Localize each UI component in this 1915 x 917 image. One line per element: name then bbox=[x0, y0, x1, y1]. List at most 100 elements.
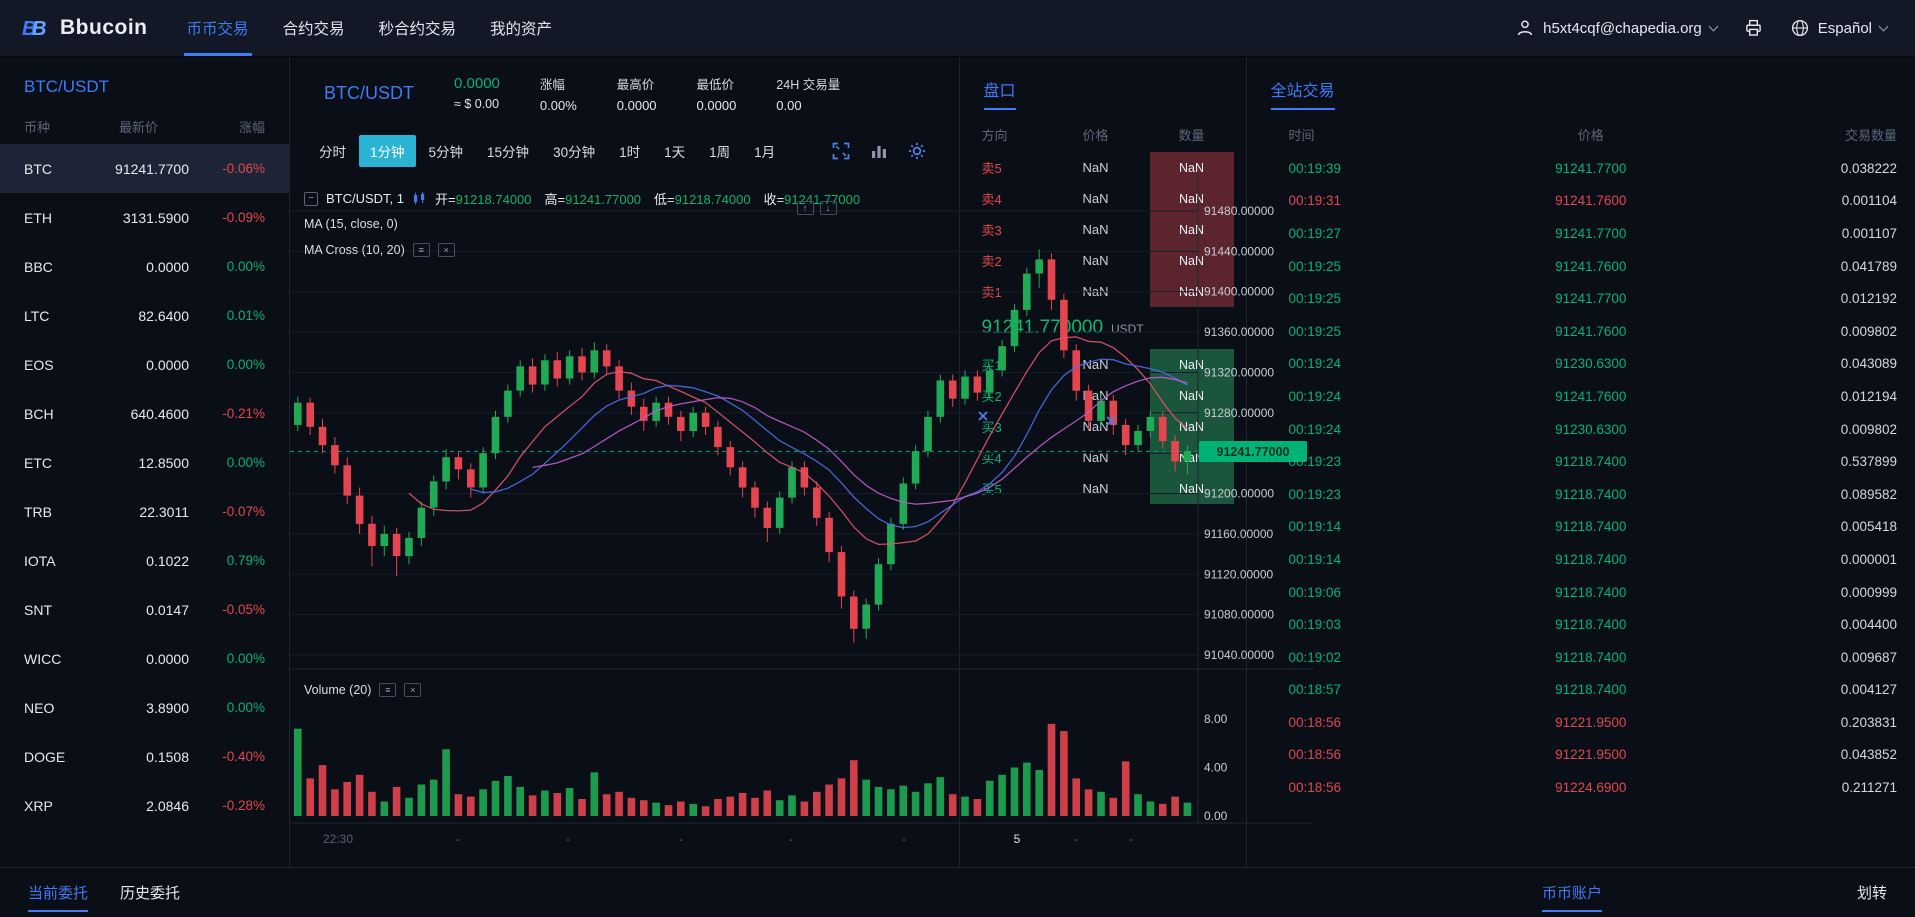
market-row[interactable]: BBC 0.0000 0.00% bbox=[0, 242, 289, 291]
trade-amount: 0.537899 bbox=[1840, 454, 1897, 470]
trade-row: 00:19:24 91230.6300 0.043089 bbox=[1247, 348, 1915, 381]
settings-gear-icon[interactable] bbox=[907, 141, 927, 161]
candlestick-chart[interactable]: − BTC/USDT, 1 开=91218.74000 高=91241.77000… bbox=[290, 173, 1313, 867]
coin-price: 12.8500 bbox=[138, 454, 189, 471]
timeframe-tab[interactable]: 1时 bbox=[619, 145, 641, 160]
transfer-link[interactable]: 划转 bbox=[1856, 885, 1887, 902]
svg-text:-: - bbox=[902, 832, 906, 846]
trade-time: 00:19:25 bbox=[1288, 323, 1342, 339]
pane-down-button[interactable]: ↓ bbox=[819, 201, 837, 215]
main-content: BTC/USDT 币种 最新价 涨幅 BTC 91241.7700 -0.06% ETH 3… bbox=[0, 57, 1915, 867]
stat-label: 最高价 bbox=[616, 77, 655, 92]
trades-title[interactable]: 全站交易 bbox=[1270, 83, 1335, 110]
market-row[interactable]: EOS 0.0000 0.00% bbox=[0, 340, 289, 389]
trade-amount: 0.004127 bbox=[1840, 682, 1897, 698]
volume-label: Volume (20) bbox=[304, 683, 372, 697]
nav-item[interactable]: 币币交易 bbox=[170, 0, 266, 56]
market-row[interactable]: WICC 0.0000 0.00% bbox=[0, 634, 289, 683]
ma-close-icon[interactable]: × bbox=[437, 243, 455, 257]
bid-row[interactable]: 买1 NaN NaN bbox=[960, 349, 1246, 380]
coin-name: EOS bbox=[24, 356, 54, 373]
nav-item[interactable]: 合约交易 bbox=[282, 21, 345, 38]
brand-logo[interactable]: B B Bbucoin bbox=[0, 0, 156, 56]
market-row[interactable]: XRP 2.0846 -0.28% bbox=[0, 781, 289, 830]
fullscreen-icon[interactable] bbox=[831, 141, 851, 161]
nav-item[interactable]: 我的资产 bbox=[490, 21, 553, 38]
user-icon bbox=[1517, 20, 1533, 36]
ohlc-item: 低=91218.74000 bbox=[654, 192, 751, 207]
pair-name: BTC/USDT bbox=[324, 82, 414, 103]
print-button[interactable] bbox=[1743, 18, 1764, 38]
coin-change: 0.79% bbox=[226, 553, 265, 568]
volume-close-icon[interactable]: × bbox=[404, 683, 422, 697]
bid-price: NaN bbox=[1082, 481, 1109, 496]
trade-price: 91241.7600 bbox=[1555, 323, 1627, 339]
ticker-stats-bar: BTC/USDT 0.0000 ≈ $ 0.00 涨幅 0.00% 最高价 0.000… bbox=[290, 57, 959, 129]
printer-icon bbox=[1745, 19, 1761, 36]
timeframe-tab[interactable]: 15分钟 bbox=[487, 145, 530, 160]
trade-amount: 0.005418 bbox=[1840, 519, 1897, 535]
market-row[interactable]: ETH 3131.5900 -0.09% bbox=[0, 193, 289, 242]
trade-price: 91218.7400 bbox=[1555, 519, 1627, 535]
coin-name: BCH bbox=[24, 405, 54, 422]
coin-name: NEO bbox=[24, 699, 55, 716]
orderbook-column-header: 方向 bbox=[981, 128, 1008, 143]
stat-value: 0.0000 bbox=[616, 97, 657, 113]
coin-price: 3131.5900 bbox=[122, 209, 189, 226]
user-email: h5xt4cqf@chapedia.org bbox=[1543, 19, 1702, 37]
trade-row: 00:19:14 91218.7400 0.000001 bbox=[1247, 543, 1915, 576]
coin-name: SNT bbox=[24, 601, 52, 618]
timeframe-tab[interactable]: 30分钟 bbox=[553, 145, 596, 160]
volume-settings-icon[interactable]: ≡ bbox=[379, 683, 397, 697]
ma20-line bbox=[532, 376, 1188, 505]
svg-text:-: - bbox=[566, 832, 570, 846]
market-row[interactable]: TRB 22.3011 -0.07% bbox=[0, 487, 289, 536]
indicator-icon[interactable] bbox=[869, 141, 889, 161]
nav-right: h5xt4cqf@chapedia.org Español bbox=[1515, 0, 1915, 56]
ma-cross-label: MA Cross (10, 20) bbox=[304, 243, 405, 257]
candle-style-icon[interactable] bbox=[412, 191, 427, 206]
timeframe-tab[interactable]: 5分钟 bbox=[428, 145, 464, 160]
coin-change: 0.00% bbox=[226, 700, 265, 715]
tab-current-orders[interactable]: 当前委托 bbox=[28, 882, 89, 912]
market-row[interactable]: ETC 12.8500 0.00% bbox=[0, 438, 289, 487]
market-row[interactable]: DOGE 0.1508 -0.40% bbox=[0, 732, 289, 781]
user-account-menu[interactable]: h5xt4cqf@chapedia.org bbox=[1515, 18, 1719, 38]
timeframe-tab[interactable]: 1月 bbox=[754, 145, 776, 160]
chart-canvas: 91480.00000 91440.00000 91400.00000 91360.0… bbox=[290, 173, 1313, 846]
market-column-header: 币种 bbox=[24, 120, 51, 135]
market-row[interactable]: BTC 91241.7700 -0.06% bbox=[0, 144, 289, 193]
svg-text:91160.00000: 91160.00000 bbox=[1204, 527, 1274, 541]
tab-history-orders[interactable]: 历史委托 bbox=[120, 885, 181, 902]
ask-row[interactable]: 卖5 NaN NaN bbox=[960, 152, 1246, 183]
ask-row[interactable]: 卖2 NaN NaN bbox=[960, 245, 1246, 276]
bid-row[interactable]: 买5 NaN NaN bbox=[960, 473, 1246, 504]
pane-up-button[interactable]: ↑ bbox=[796, 201, 814, 215]
trade-price: 91241.7700 bbox=[1555, 291, 1627, 307]
trade-time: 00:18:56 bbox=[1288, 747, 1342, 763]
coin-name: LTC bbox=[24, 307, 50, 324]
market-row[interactable]: SNT 0.0147 -0.05% bbox=[0, 585, 289, 634]
timeframe-tab[interactable]: 1分钟 bbox=[359, 135, 416, 167]
orderbook-column-header: 数量 bbox=[1178, 128, 1205, 143]
market-row[interactable]: IOTA 0.1022 0.79% bbox=[0, 536, 289, 585]
svg-text:91120.00000: 91120.00000 bbox=[1204, 567, 1274, 581]
market-row[interactable]: BCH 640.4600 -0.21% bbox=[0, 389, 289, 438]
orderbook-title[interactable]: 盘口 bbox=[983, 83, 1016, 110]
trade-amount: 0.203831 bbox=[1840, 714, 1897, 730]
market-row[interactable]: NEO 3.8900 0.00% bbox=[0, 683, 289, 732]
nav-item[interactable]: 秒合约交易 bbox=[378, 21, 457, 38]
market-row[interactable]: LTC 82.6400 0.01% bbox=[0, 291, 289, 340]
current-price-tag-label: 91241.77000 bbox=[1217, 445, 1290, 459]
ma10-line bbox=[408, 336, 1188, 546]
trade-amount: 0.041789 bbox=[1840, 258, 1897, 274]
timeframe-tab[interactable]: 1周 bbox=[709, 145, 731, 160]
trade-price: 91241.7600 bbox=[1555, 388, 1627, 404]
ma-settings-icon[interactable]: ≡ bbox=[412, 243, 430, 257]
svg-text:8.00: 8.00 bbox=[1204, 712, 1228, 726]
tab-spot-account[interactable]: 币币账户 bbox=[1541, 882, 1602, 912]
collapse-icon[interactable]: − bbox=[304, 191, 318, 206]
language-menu[interactable]: Español bbox=[1790, 18, 1889, 38]
timeframe-tab[interactable]: 1天 bbox=[664, 145, 686, 160]
timeframe-tab[interactable]: 分时 bbox=[319, 145, 346, 160]
